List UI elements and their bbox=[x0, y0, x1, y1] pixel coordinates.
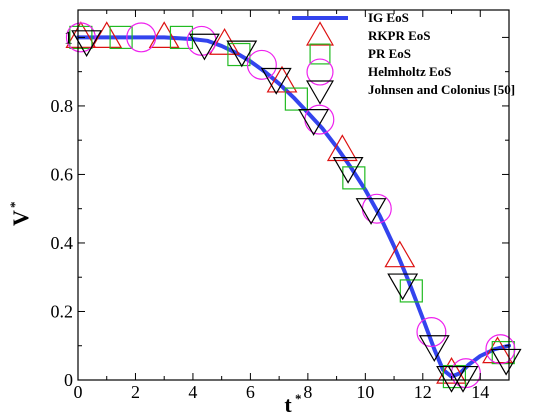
legend-entry-johnsen-and-colonius-50: Johnsen and Colonius [50] bbox=[306, 80, 515, 105]
plot-frame bbox=[77, 9, 510, 381]
markers-johnsen-and-colonius-50 bbox=[71, 30, 522, 393]
legend-label: Helmholtz EoS bbox=[368, 64, 451, 79]
data-point-johnsen-and-colonius-50 bbox=[226, 40, 258, 68]
legend-label: PR EoS bbox=[368, 46, 411, 61]
data-point-johnsen-and-colonius-50 bbox=[71, 30, 103, 58]
data-point-rkpr-eos bbox=[148, 21, 180, 49]
data-point-pr-eos bbox=[342, 166, 366, 190]
data-point-johnsen-and-colonius-50 bbox=[387, 273, 419, 301]
legend-swatch-marker bbox=[306, 80, 334, 105]
y-tick-label: 0.4 bbox=[51, 233, 74, 253]
x-tick-label: 4 bbox=[188, 382, 197, 402]
x-axis-title: t bbox=[284, 392, 292, 417]
data-point-helmholtz-eos bbox=[126, 22, 157, 53]
legend-entry-ig-eos: IG EoS bbox=[292, 10, 409, 25]
data-point-johnsen-and-colonius-50 bbox=[332, 156, 364, 184]
data-point-johnsen-and-colonius-50 bbox=[490, 348, 522, 376]
data-point-johnsen-and-colonius-50 bbox=[188, 33, 220, 61]
x-tick-label: 14 bbox=[471, 382, 489, 402]
legend-label: IG EoS bbox=[368, 10, 409, 25]
markers-rkpr-eos bbox=[65, 21, 513, 384]
data-point-pr-eos bbox=[284, 87, 308, 111]
data-point-rkpr-eos bbox=[482, 336, 513, 364]
x-tick-label: 12 bbox=[414, 382, 432, 402]
x-tick-label: 0 bbox=[74, 382, 83, 402]
legend-swatch-marker bbox=[309, 43, 331, 65]
data-point-johnsen-and-colonius-50 bbox=[447, 365, 479, 393]
x-tick-label: 2 bbox=[131, 382, 140, 402]
legend-entry-rkpr-eos: RKPR EoS bbox=[306, 21, 430, 46]
data-point-helmholtz-eos bbox=[416, 317, 447, 348]
x-tick-label: 6 bbox=[246, 382, 255, 402]
markers-pr-eos bbox=[69, 25, 515, 389]
data-point-rkpr-eos bbox=[436, 356, 467, 384]
data-point-pr-eos bbox=[109, 25, 133, 50]
data-layer bbox=[65, 21, 522, 393]
data-point-johnsen-and-colonius-50 bbox=[298, 109, 330, 136]
data-point-johnsen-and-colonius-50 bbox=[418, 335, 450, 362]
legend-label: Johnsen and Colonius [50] bbox=[368, 82, 515, 97]
data-point-helmholtz-eos bbox=[65, 22, 96, 53]
data-point-rkpr-eos bbox=[65, 21, 97, 49]
data-point-pr-eos bbox=[227, 42, 251, 67]
y-tick-label: 0.8 bbox=[51, 96, 74, 116]
y-tick-label: 1 bbox=[64, 27, 73, 47]
x-axis-title-superscript: * bbox=[295, 391, 302, 406]
y-axis-title-superscript: * bbox=[7, 202, 22, 209]
legend-entry-helmholtz-eos: Helmholtz EoS bbox=[306, 58, 451, 86]
data-point-rkpr-eos bbox=[384, 240, 416, 268]
data-point-helmholtz-eos bbox=[246, 49, 277, 80]
data-point-rkpr-eos bbox=[326, 134, 358, 162]
data-point-rkpr-eos bbox=[266, 65, 298, 93]
y-axis-title: V bbox=[8, 210, 33, 226]
data-point-rkpr-eos bbox=[209, 28, 240, 55]
axis-titles: t * V * bbox=[7, 202, 302, 418]
legend-swatch-marker bbox=[306, 58, 334, 86]
data-point-rkpr-eos bbox=[91, 21, 123, 49]
data-point-pr-eos bbox=[69, 25, 93, 50]
legend: IG EoS RKPR EoS PR EoS Helmholtz EoS Johnsen… bbox=[292, 10, 515, 105]
x-tick-label: 8 bbox=[303, 382, 312, 402]
y-tick-label: 0 bbox=[64, 370, 73, 390]
y-tick-label: 0.6 bbox=[51, 164, 74, 184]
data-point-pr-eos bbox=[399, 279, 423, 303]
axes: 0 2 4 6 8 10 12 14 0 0.2 0.4 0.6 0.8 1 bbox=[51, 9, 510, 402]
data-point-johnsen-and-colonius-50 bbox=[355, 198, 387, 225]
legend-entry-pr-eos: PR EoS bbox=[309, 43, 411, 65]
legend-swatch-marker bbox=[306, 21, 334, 46]
x-tick-label: 10 bbox=[356, 382, 374, 402]
legend-label: RKPR EoS bbox=[368, 28, 430, 43]
y-tick-label: 0.2 bbox=[51, 301, 74, 321]
data-point-johnsen-and-colonius-50 bbox=[260, 67, 292, 95]
